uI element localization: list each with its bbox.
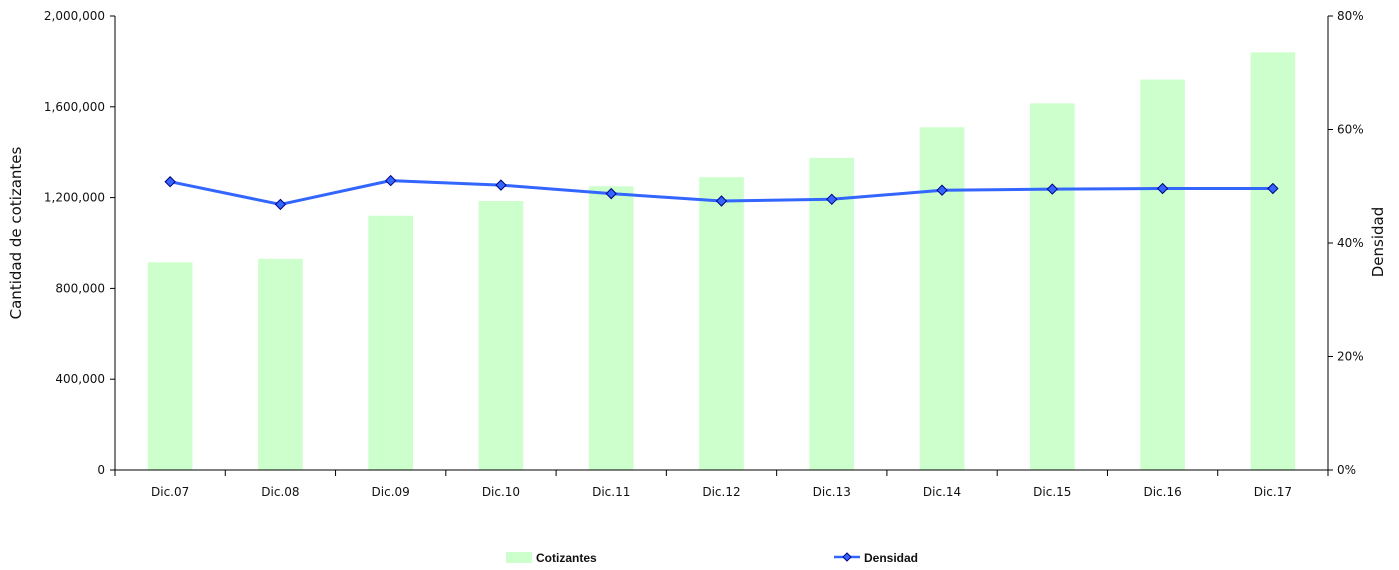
legend-marker-densidad (842, 552, 852, 562)
bar-dic-12 (699, 177, 744, 471)
x-tick-label: Dic.17 (1254, 485, 1292, 499)
x-tick-label: Dic.12 (702, 485, 740, 499)
y2-tick-label: 0% (1337, 463, 1356, 477)
y-axis-title: Cantidad de cotizantes (7, 146, 25, 319)
densidad-point-dic-10 (495, 179, 507, 191)
legend: Cotizantes Densidad (506, 551, 918, 565)
bars-layer (147, 52, 1296, 471)
y2-tick-label: 20% (1337, 350, 1364, 364)
x-tick-label: Dic.10 (482, 485, 520, 499)
bar-dic-13 (809, 157, 855, 470)
y2-tick-label: 60% (1337, 123, 1364, 137)
densidad-point-dic-11 (605, 187, 617, 200)
bar-dic-15 (1029, 103, 1075, 471)
densidad-point-dic-09 (384, 174, 397, 187)
bar-dic-10 (478, 201, 524, 470)
bar-dic-14 (919, 127, 965, 470)
y2-tick-label: 40% (1337, 236, 1364, 250)
densidad-point-dic-13 (826, 193, 838, 206)
bar-dic-07 (147, 262, 193, 470)
bar-dic-08 (258, 258, 303, 470)
x-tick-label: Dic.16 (1143, 485, 1181, 499)
densidad-point-dic-12 (715, 195, 728, 207)
y-tick-label: 0 (97, 463, 105, 477)
y2-axis-title: Densidad (1369, 207, 1387, 278)
legend-swatch-cotizantes (506, 552, 532, 563)
densidad-point-dic-16 (1156, 182, 1169, 195)
y-tick-label: 400,000 (55, 372, 105, 386)
y-tick-label: 1,200,000 (44, 191, 105, 205)
bar-dic-17 (1250, 52, 1296, 470)
x-tick-label: Dic.09 (372, 485, 410, 499)
densidad-point-dic-14 (936, 184, 948, 196)
bar-dic-16 (1140, 79, 1185, 470)
line-layer (164, 174, 1279, 211)
y-tick-label: 800,000 (55, 281, 105, 295)
x-tick-label: Dic.08 (261, 485, 299, 499)
x-tick-label: Dic.15 (1033, 485, 1071, 499)
bar-dic-09 (368, 215, 414, 470)
y2-tick-label: 80% (1337, 9, 1364, 23)
bar-dic-11 (588, 186, 634, 470)
densidad-point-dic-07 (164, 176, 176, 188)
densidad-point-dic-08 (274, 198, 287, 211)
x-tick-label: Dic.14 (923, 485, 961, 499)
y-tick-label: 2,000,000 (44, 9, 105, 23)
y-tick-label: 1,600,000 (44, 100, 105, 114)
axes-layer: 0 400,000 800,000 1,200,000 1,600,000 2,000,0… (44, 9, 1364, 499)
x-tick-label: Dic.13 (813, 485, 851, 499)
densidad-point-dic-17 (1267, 182, 1279, 195)
densidad-point-dic-15 (1046, 183, 1059, 195)
legend-label-densidad: Densidad (864, 551, 918, 565)
x-tick-label: Dic.11 (592, 485, 630, 499)
x-tick-label: Dic.07 (151, 485, 189, 499)
legend-label-cotizantes: Cotizantes (536, 551, 597, 565)
